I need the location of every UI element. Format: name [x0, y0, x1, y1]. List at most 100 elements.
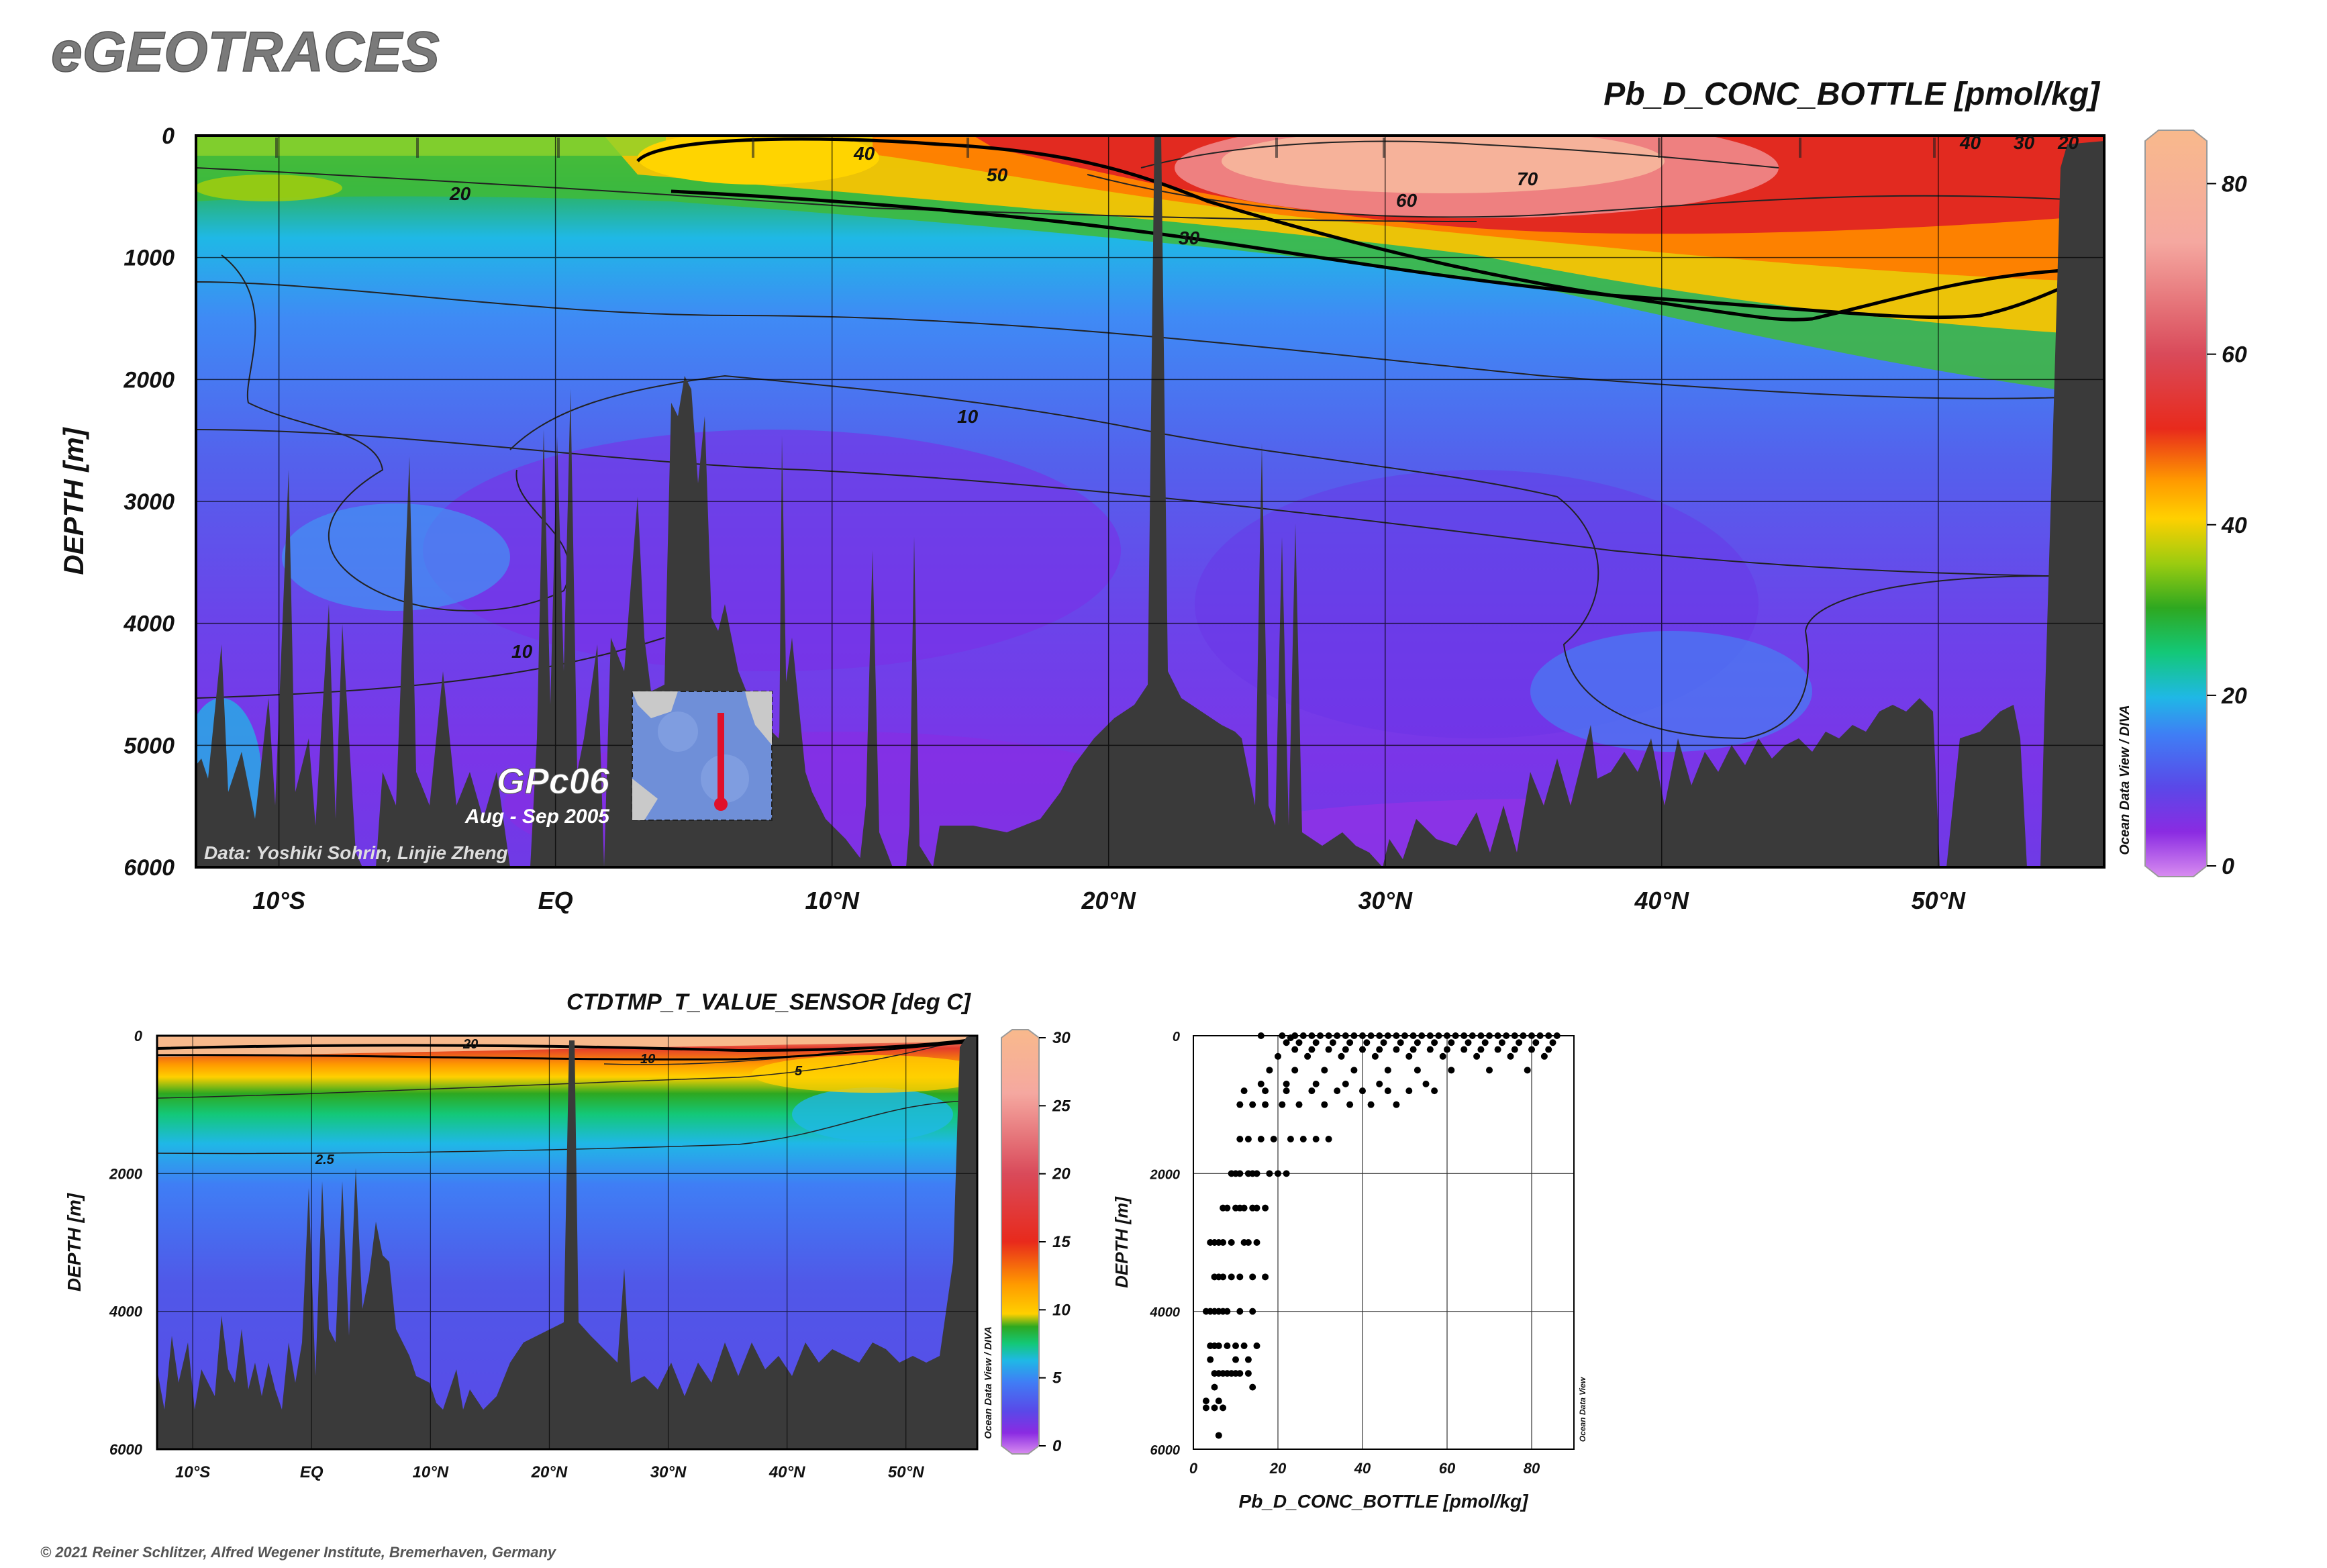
scatter-point [1257, 1032, 1265, 1039]
temp-y-tick-label: 0 [134, 1028, 143, 1044]
scatter-point [1211, 1383, 1218, 1391]
pb-colorbar-tick-label: 80 [2222, 172, 2247, 197]
scatter-point [1325, 1032, 1332, 1039]
pb-contour-label: 20 [449, 183, 471, 204]
scatter-point [1215, 1432, 1222, 1439]
scatter-point [1244, 1136, 1252, 1142]
scatter-point [1207, 1356, 1214, 1363]
scatter-point [1494, 1032, 1501, 1039]
scatter-y-axis-label: DEPTH [m] [1111, 1196, 1132, 1288]
scatter-point [1448, 1067, 1455, 1074]
scatter-point [1249, 1101, 1256, 1108]
scatter-point [1371, 1052, 1379, 1060]
scatter-point [1414, 1067, 1421, 1074]
scatter-point [1401, 1032, 1408, 1039]
scatter-point [1253, 1239, 1260, 1246]
scatter-point [1350, 1067, 1358, 1074]
scatter-point [1253, 1170, 1260, 1177]
pb-x-tick-label: 40°N [1634, 887, 1689, 914]
temp-y-axis-label: DEPTH [m] [64, 1192, 85, 1291]
scatter-point [1249, 1273, 1256, 1281]
pb-x-ticks: 10°S EQ 10°N 20°N 30°N 40°N 50°N [252, 887, 1966, 914]
pb-contour-label: 20 [2057, 132, 2079, 153]
scatter-point [1384, 1067, 1391, 1074]
pb-section-chart: Pb_D_CONC_BOTTLE [pmol/kg] [58, 77, 2247, 914]
scatter-point [1486, 1067, 1493, 1074]
temp-y-tick-label: 2000 [109, 1165, 143, 1182]
scatter-point [1473, 1052, 1481, 1060]
scatter-point [1511, 1046, 1518, 1053]
scatter-points [1202, 1032, 1561, 1439]
scatter-point [1465, 1039, 1472, 1046]
scatter-point [1338, 1052, 1345, 1060]
scatter-point [1334, 1032, 1341, 1039]
scatter-x-tick-label: 40 [1354, 1460, 1371, 1477]
temp-colorbar: 0 5 10 15 20 25 30 [1001, 1029, 1071, 1455]
scatter-point [1405, 1087, 1413, 1095]
scatter-y-tick-label: 4000 [1150, 1306, 1181, 1320]
pb-contour-labels: 10 10 20 30 40 50 60 70 40 30 20 [449, 132, 2079, 662]
pb-chart-title: Pb_D_CONC_BOTTLE [pmol/kg] [1603, 77, 2101, 112]
pb-contour-label: 40 [1959, 132, 1981, 153]
scatter-point [1422, 1080, 1430, 1087]
pb-colorbar: 0 20 40 60 80 [2144, 130, 2247, 879]
pb-contour-label: 70 [1517, 168, 1538, 189]
scatter-point [1477, 1032, 1485, 1039]
scatter-point [1266, 1170, 1273, 1177]
temp-field [157, 1036, 977, 1449]
scatter-point [1321, 1067, 1328, 1074]
scatter-point [1477, 1046, 1485, 1053]
pb-y-tick-label: 5000 [123, 733, 175, 758]
scatter-point [1393, 1032, 1400, 1039]
scatter-point [1262, 1204, 1269, 1212]
scatter-point [1363, 1039, 1371, 1046]
scatter-point [1220, 1239, 1227, 1246]
pb-contour-label: 10 [511, 641, 533, 662]
temp-x-tick-label: 40°N [769, 1463, 805, 1481]
scatter-point [1376, 1046, 1383, 1053]
pb-contour-label: 50 [987, 164, 1008, 185]
pb-colorbar-tick-label: 60 [2222, 342, 2247, 368]
scatter-point [1287, 1034, 1294, 1042]
scatter-point [1312, 1039, 1320, 1046]
scatter-x-ticks: 0 20 40 60 80 [1189, 1460, 1540, 1477]
scatter-y-tick-label: 6000 [1150, 1443, 1181, 1458]
temp-x-ticks: 10°S EQ 10°N 20°N 30°N 40°N 50°N [175, 1463, 924, 1481]
section-name-label: GPc06 [497, 761, 610, 801]
scatter-point [1279, 1101, 1286, 1108]
scatter-point [1317, 1032, 1324, 1039]
pb-colorbar-tick-label: 0 [2222, 854, 2234, 879]
scatter-point [1253, 1204, 1260, 1212]
scatter-point [1321, 1101, 1328, 1108]
temp-contour-labels: 20 10 5 2.5 [315, 1037, 803, 1167]
scatter-point [1414, 1039, 1421, 1046]
temp-colorbar-tick-label: 20 [1052, 1165, 1071, 1183]
scatter-point [1359, 1046, 1366, 1053]
temp-contour-label: 5 [795, 1064, 803, 1079]
scatter-point [1240, 1342, 1248, 1349]
scatter-point [1224, 1342, 1231, 1349]
scatter-point [1528, 1046, 1535, 1053]
pb-y-tick-label: 3000 [123, 489, 175, 515]
scatter-point [1262, 1087, 1269, 1095]
temp-x-tick-label: 20°N [531, 1463, 568, 1481]
pb-y-ticks: 0 1000 2000 3000 4000 5000 6000 [123, 124, 175, 881]
scatter-y-ticks: 0 2000 4000 6000 [1150, 1030, 1181, 1458]
temp-y-ticks: 0 2000 4000 6000 [109, 1028, 143, 1458]
scatter-point [1236, 1308, 1244, 1315]
scatter-point [1426, 1032, 1434, 1039]
scatter-point [1486, 1032, 1493, 1039]
temp-colorbar-tick-label: 25 [1052, 1097, 1071, 1115]
scatter-point [1220, 1404, 1227, 1412]
scatter-point [1283, 1039, 1290, 1046]
scatter-point [1224, 1204, 1231, 1212]
scatter-point [1376, 1032, 1383, 1039]
scatter-watermark: Ocean Data View [1578, 1377, 1587, 1442]
scatter-point [1520, 1032, 1527, 1039]
scatter-x-tick-label: 80 [1524, 1460, 1540, 1477]
scatter-point [1435, 1032, 1442, 1039]
temp-x-tick-label: EQ [300, 1463, 324, 1481]
scatter-point [1308, 1087, 1316, 1095]
scatter-point [1228, 1273, 1235, 1281]
scatter-point [1334, 1087, 1341, 1095]
